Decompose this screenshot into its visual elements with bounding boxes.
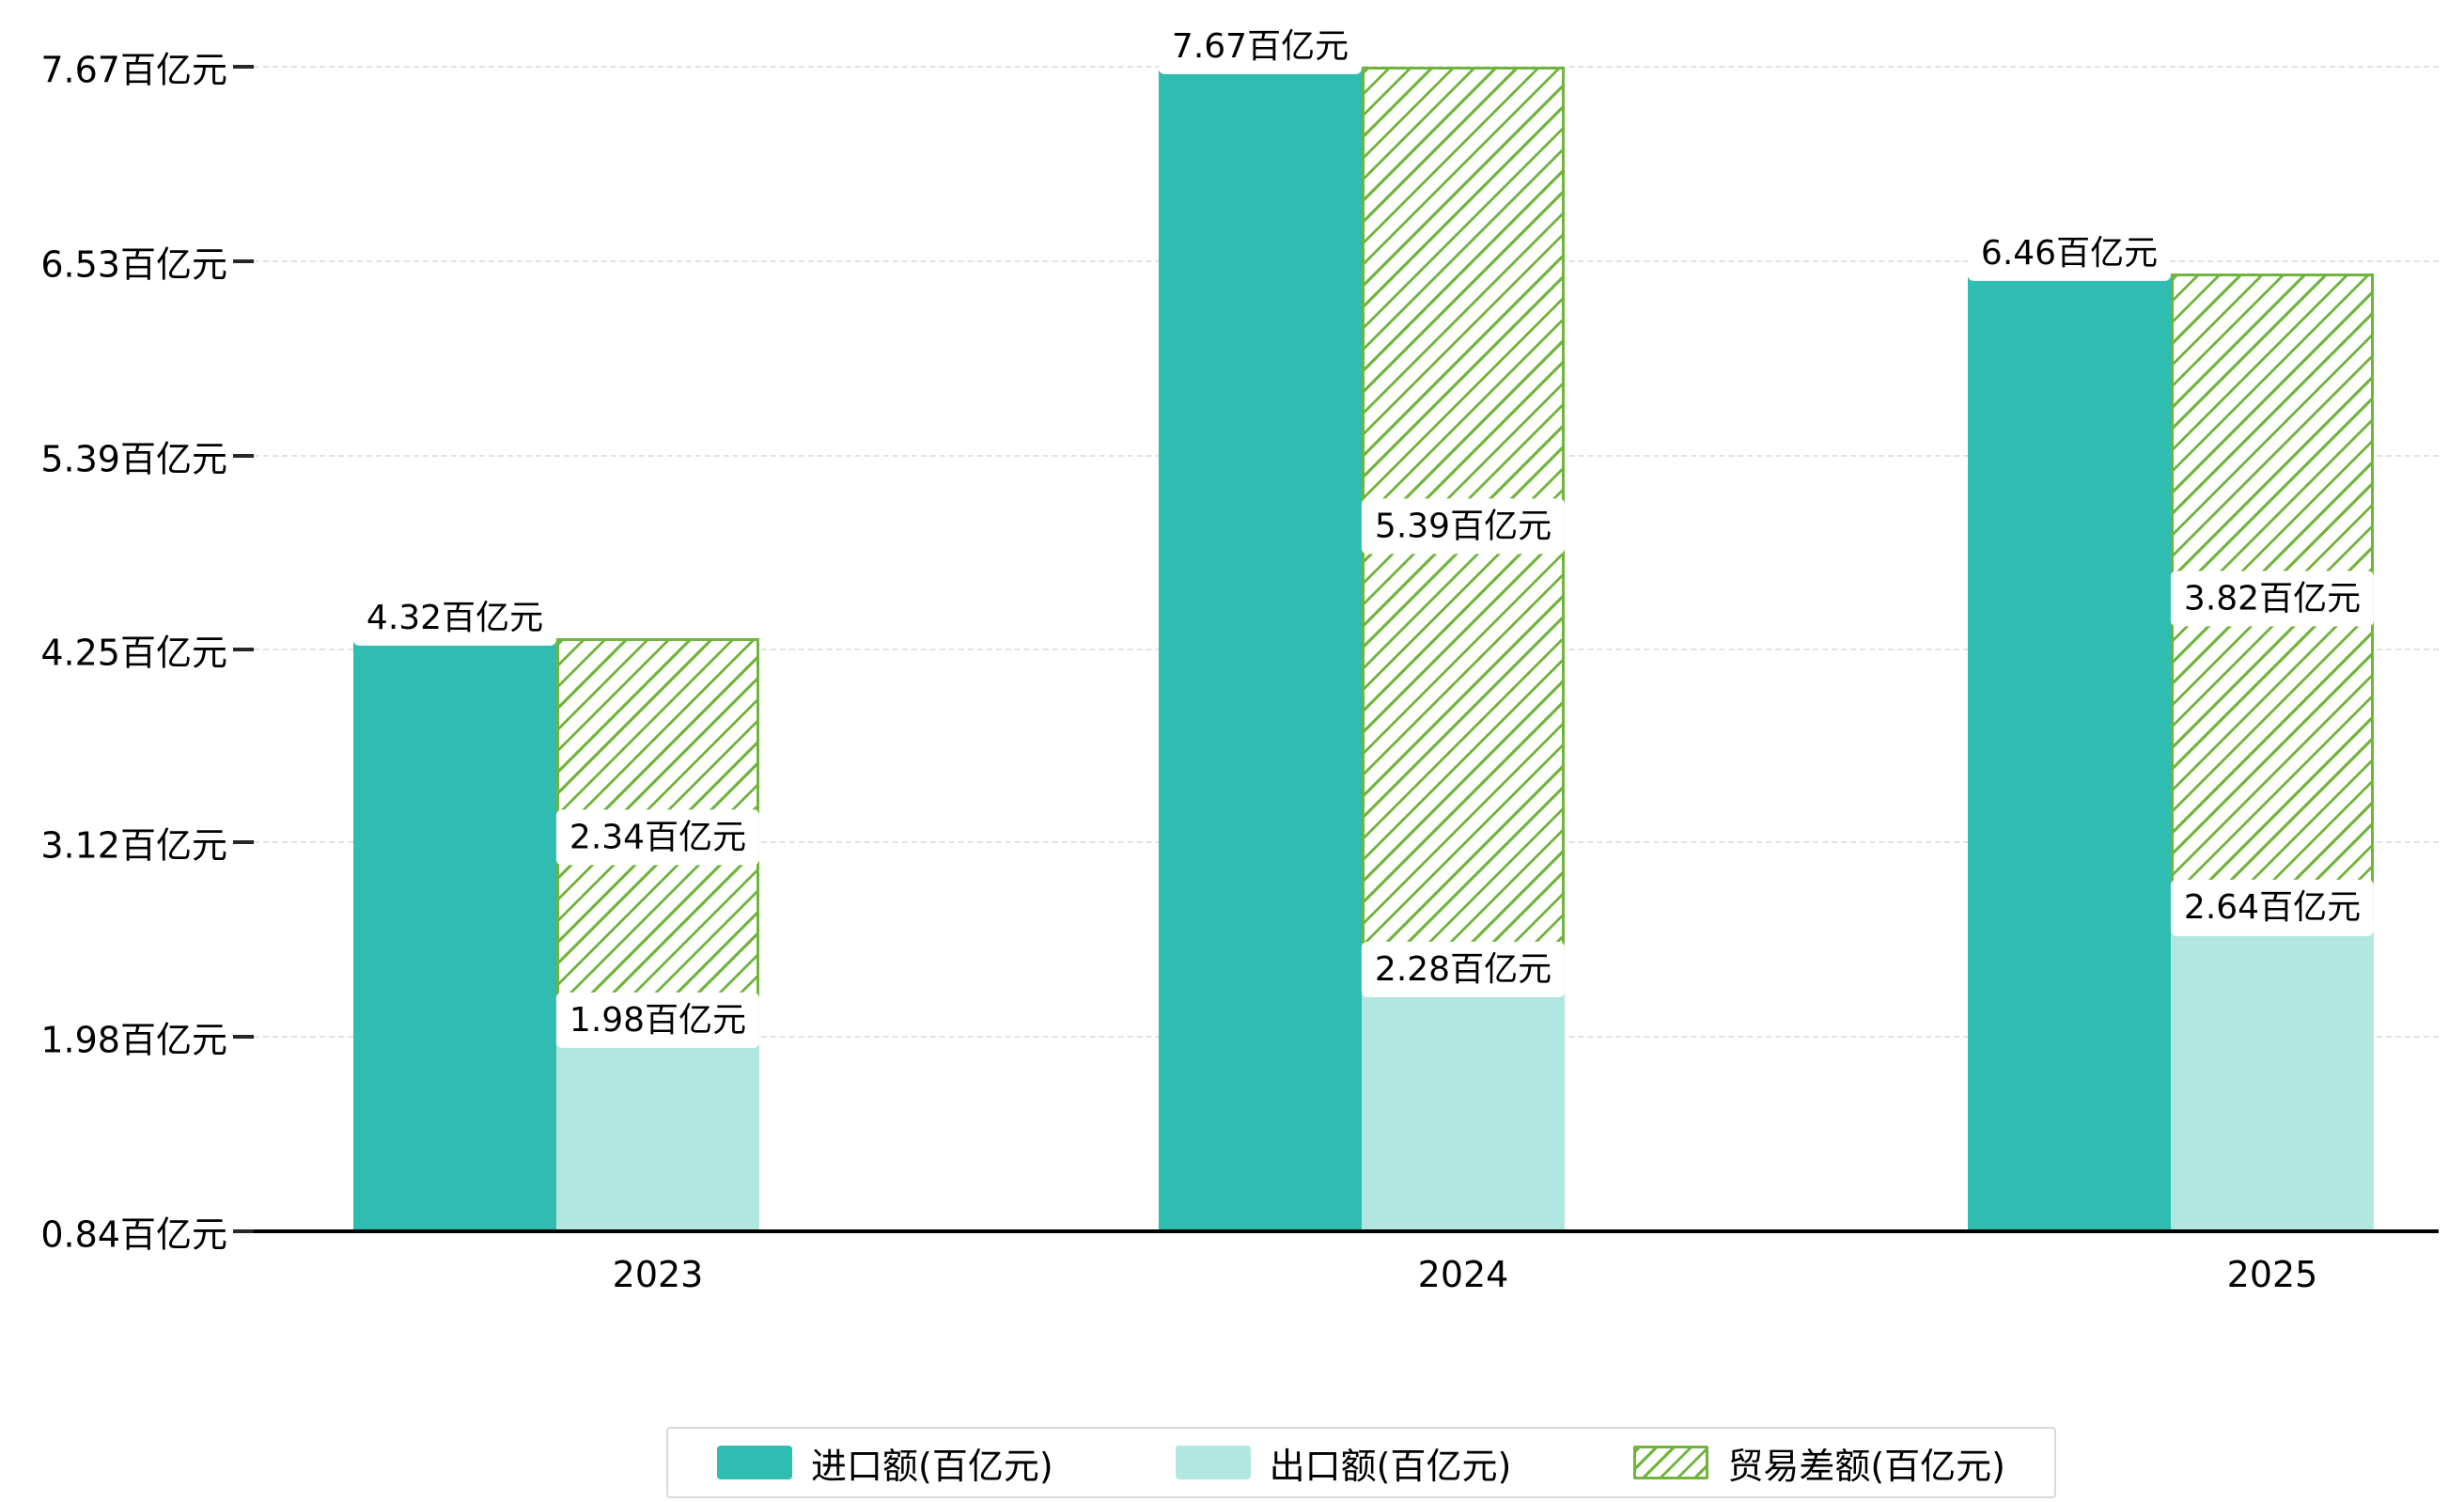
export-bar-2024 — [1362, 985, 1565, 1231]
y-axis-tick — [233, 1035, 254, 1040]
import-value-label-2025: 6.46百亿元 — [1967, 225, 2172, 281]
y-axis-tick — [233, 453, 254, 458]
y-axis-tick — [233, 258, 254, 263]
y-axis-label: 6.53百亿元 — [40, 243, 227, 286]
trade-gap-series-swatch — [1633, 1446, 1709, 1479]
export-value-label-2025: 2.64百亿元 — [2170, 880, 2375, 936]
import-bar-2024 — [1159, 67, 1362, 1231]
y-axis-label: 4.25百亿元 — [40, 632, 227, 674]
legend-item-import[interactable]: 进口额(百亿元) — [717, 1437, 1053, 1489]
y-axis-label: 0.84百亿元 — [40, 1213, 227, 1256]
import-bar-2025 — [1968, 273, 2171, 1231]
y-axis-tick — [233, 840, 254, 845]
export-value-label-2024: 2.28百亿元 — [1361, 941, 1566, 997]
legend-label-trade-gap: 贸易差额(百亿元) — [1727, 1445, 2005, 1487]
export-bar-2023 — [556, 1037, 759, 1231]
y-axis-tick — [233, 648, 254, 652]
y-axis-label: 5.39百亿元 — [40, 438, 227, 480]
x-tick-label-2025: 2025 — [2226, 1254, 2318, 1295]
x-axis-line — [254, 1229, 2439, 1233]
legend-label-export: 出口额(百亿元) — [1269, 1445, 1512, 1487]
legend: 进口额(百亿元) 出口额(百亿元) 贸易差额(百亿元) — [666, 1427, 2056, 1498]
import-value-label-2023: 4.32百亿元 — [352, 589, 557, 646]
x-tick-label-2023: 2023 — [612, 1254, 704, 1295]
export-bar-2025 — [2171, 924, 2374, 1231]
trade-gap-value-label-2023: 2.34百亿元 — [555, 809, 760, 866]
x-tick-label-2024: 2024 — [1417, 1254, 1509, 1295]
trade-gap-value-label-2024: 5.39百亿元 — [1361, 498, 1566, 555]
import-bar-2023 — [353, 637, 556, 1231]
y-axis-label: 3.12百亿元 — [40, 824, 227, 867]
trade-gap-value-label-2025: 3.82百亿元 — [2170, 571, 2375, 627]
y-axis-label: 1.98百亿元 — [40, 1019, 227, 1061]
legend-item-export[interactable]: 出口额(百亿元) — [1175, 1437, 1512, 1489]
y-axis-tick — [233, 65, 254, 69]
import-value-label-2024: 7.67百亿元 — [1158, 18, 1363, 74]
legend-item-trade-gap[interactable]: 贸易差额(百亿元) — [1633, 1437, 2005, 1489]
export-series-swatch — [1175, 1446, 1251, 1479]
legend-label-import: 进口额(百亿元) — [811, 1445, 1053, 1487]
export-value-label-2023: 1.98百亿元 — [555, 993, 760, 1049]
import-series-swatch — [717, 1446, 793, 1479]
y-axis-tick — [233, 1229, 254, 1233]
y-axis-label: 7.67百亿元 — [40, 49, 227, 91]
